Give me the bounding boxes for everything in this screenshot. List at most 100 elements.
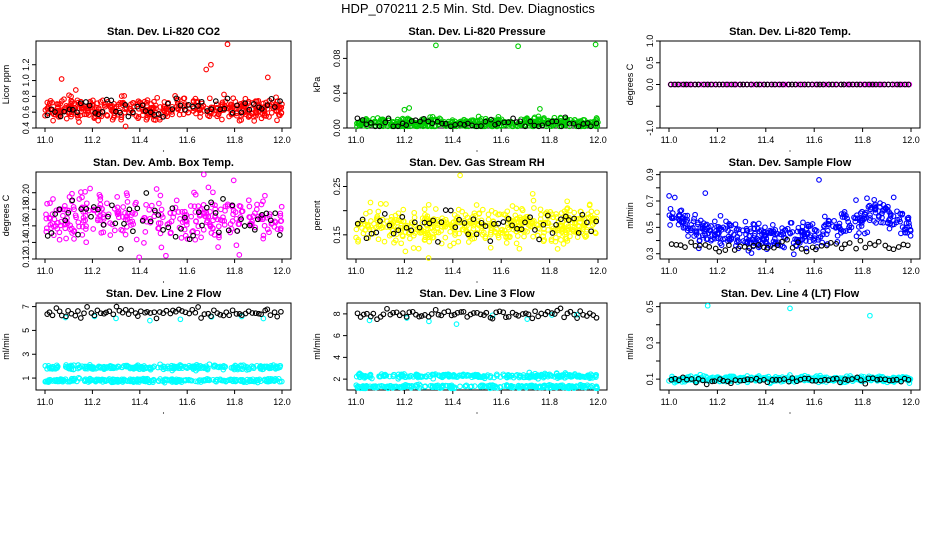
x-axis-label-mark (162, 150, 165, 152)
data-point (584, 120, 591, 126)
outlier-point (200, 171, 207, 178)
data-point (728, 81, 735, 88)
data-point (752, 230, 758, 237)
data-point (556, 231, 562, 238)
data-point (893, 219, 900, 226)
data-point (123, 104, 130, 111)
data-point (184, 236, 191, 242)
data-point (264, 102, 271, 108)
data-point (139, 102, 146, 109)
data-point (509, 222, 515, 229)
data-point (692, 211, 698, 218)
data-point (238, 109, 245, 116)
data-point (838, 229, 844, 236)
y-tick-label: -1.0 (645, 120, 655, 136)
y-tick-label: 5 (21, 328, 31, 333)
data-point (560, 241, 567, 247)
data-point (509, 123, 516, 130)
data-point (512, 122, 519, 129)
data-point (68, 98, 75, 104)
data-point (408, 119, 414, 125)
data-point (399, 233, 406, 240)
data-point (544, 212, 551, 219)
data-point (720, 236, 726, 243)
data-point (261, 222, 268, 229)
data-point (221, 221, 228, 228)
data-point (234, 102, 240, 109)
data-point (62, 217, 69, 224)
x-tick-label: 11.2 (396, 266, 413, 276)
data-point (666, 193, 672, 199)
data-point (737, 81, 744, 88)
data-point (558, 210, 565, 216)
data-point (272, 210, 279, 217)
data-point (54, 105, 61, 111)
data-point (139, 217, 146, 224)
data-point (539, 122, 546, 129)
data-point (844, 81, 850, 88)
data-point (671, 194, 678, 201)
data-point (442, 216, 449, 223)
x-tick-label: 11.8 (226, 397, 243, 407)
data-point (182, 106, 188, 113)
data-point (558, 123, 565, 130)
data-point (157, 104, 164, 110)
data-point (377, 314, 384, 320)
data-point (493, 226, 500, 232)
data-point (482, 233, 489, 240)
data-point (434, 225, 440, 231)
data-point (697, 242, 703, 249)
data-point (768, 81, 775, 88)
data-point (111, 227, 118, 234)
data-point (210, 104, 216, 111)
data-point (800, 219, 806, 226)
data-point (903, 220, 910, 227)
data-point (42, 107, 49, 113)
data-point (678, 215, 685, 222)
data-point (810, 236, 817, 243)
data-point (582, 234, 589, 240)
data-point (238, 208, 245, 215)
data-point (389, 227, 396, 234)
data-point (202, 213, 208, 220)
data-point (107, 220, 113, 226)
data-point (57, 100, 63, 107)
x-axis-label-mark (162, 412, 165, 414)
data-point (488, 207, 495, 214)
data-point (217, 217, 224, 223)
data-point (195, 103, 201, 109)
data-point (733, 227, 740, 233)
data-point (452, 118, 458, 125)
data-point (478, 219, 485, 226)
data-point (449, 223, 456, 230)
data-point (131, 103, 138, 110)
data-point (359, 216, 366, 223)
y-axis-label: ml/min (625, 333, 635, 360)
data-point (799, 236, 805, 243)
data-point (266, 114, 272, 120)
data-point (156, 116, 163, 123)
x-tick-label: 11.0 (661, 266, 678, 276)
data-point (211, 231, 218, 238)
data-point (488, 116, 494, 123)
data-point (716, 248, 723, 255)
data-point (274, 313, 281, 320)
data-point (426, 220, 433, 227)
data-point (678, 81, 685, 88)
data-point (682, 244, 688, 250)
data-point (571, 117, 578, 123)
data-point (771, 240, 778, 247)
x-tick-label: 11.6 (493, 266, 510, 276)
series-reference (44, 190, 283, 252)
data-point (767, 229, 774, 235)
data-point (473, 202, 480, 208)
y-tick-label: 0.5 (645, 56, 655, 69)
data-point (553, 214, 560, 220)
chart-ambbox: Stan. Dev. Amb. Box Temp. degrees C 11.0 11… (1, 157, 292, 283)
x-tick-label: 12.0 (273, 266, 291, 276)
data-point (392, 237, 399, 244)
outlier-point (72, 87, 79, 93)
data-point (230, 211, 236, 218)
data-point (482, 118, 489, 125)
data-point (712, 81, 719, 88)
